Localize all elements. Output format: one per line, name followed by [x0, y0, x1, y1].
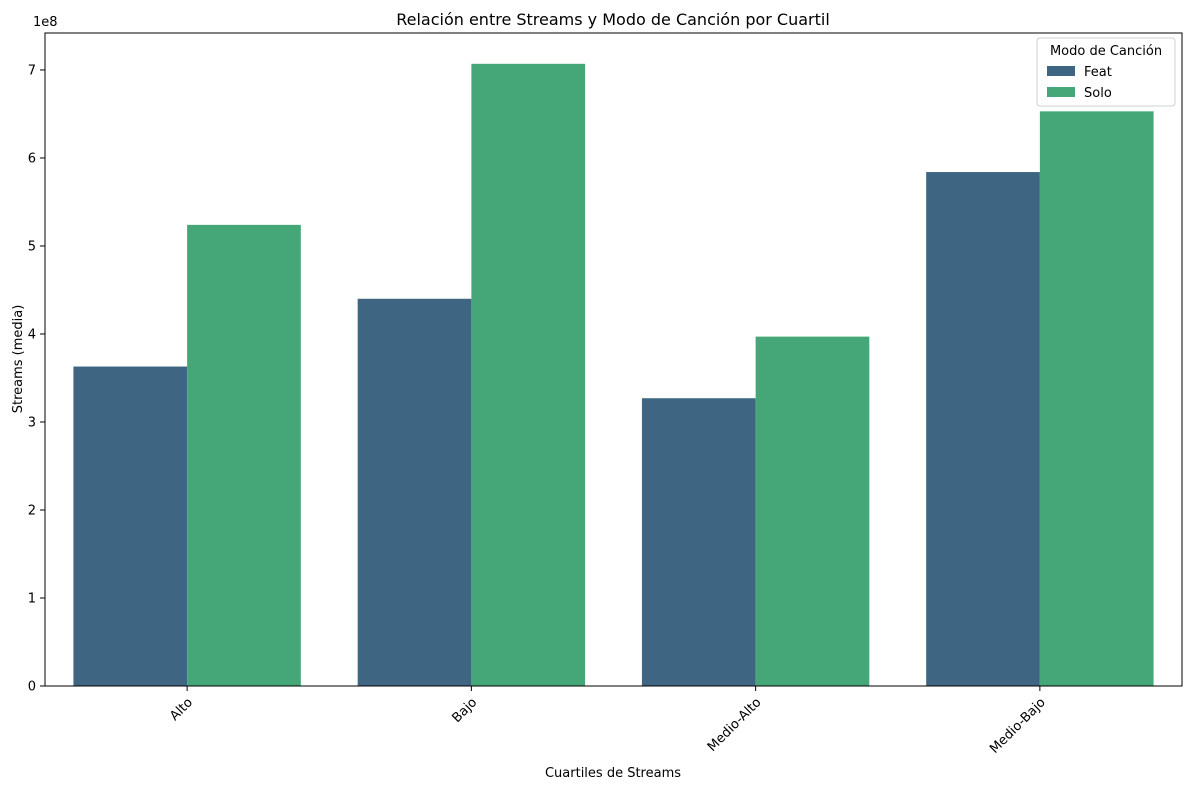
y-tick-label: 2	[28, 503, 36, 518]
legend-title: Modo de Canción	[1050, 44, 1162, 59]
y-axis-label: Streams (media)	[11, 305, 26, 414]
bar-feat-medio-alto	[641, 398, 756, 686]
x-tick-label: Bajo	[449, 695, 480, 726]
y-tick-label: 4	[28, 327, 36, 342]
y-tick-label: 0	[28, 680, 36, 695]
bar-feat-medio-bajo	[926, 172, 1040, 686]
legend-swatch-feat	[1047, 66, 1075, 76]
bar-solo-bajo	[471, 63, 586, 687]
y-tick-label: 5	[28, 239, 36, 254]
y-tick-label: 6	[28, 151, 36, 166]
bar-feat-bajo	[357, 298, 472, 686]
y-tick-label: 1	[28, 591, 36, 606]
y-tick-label: 7	[28, 63, 36, 78]
bar-solo-medio-bajo	[1039, 111, 1154, 686]
x-tick-label: Medio-Alto	[705, 695, 765, 755]
plot-area: Alto Bajo Medio-Alto Medio-Bajo 0 1 2 3 4 5 6 7	[28, 63, 1154, 757]
y-tick-label: 3	[28, 415, 36, 430]
x-axis-label: Cuartiles de Streams	[545, 766, 681, 781]
bar-solo-alto	[187, 224, 301, 686]
legend-label-solo: Solo	[1084, 86, 1112, 101]
plot-frame	[44, 32, 1183, 687]
x-tick-label: Alto	[167, 695, 196, 724]
legend: Modo de Canción Feat Solo	[1036, 37, 1176, 107]
bar-feat-alto	[73, 366, 188, 686]
chart-title: Relación entre Streams y Modo de Canción…	[396, 10, 830, 29]
x-tick-label: Medio-Bajo	[987, 695, 1049, 757]
bar-solo-medio-alto	[755, 336, 870, 686]
y-offset-label: 1e8	[33, 15, 58, 30]
legend-swatch-solo	[1047, 87, 1075, 97]
legend-label-feat: Feat	[1084, 65, 1112, 80]
